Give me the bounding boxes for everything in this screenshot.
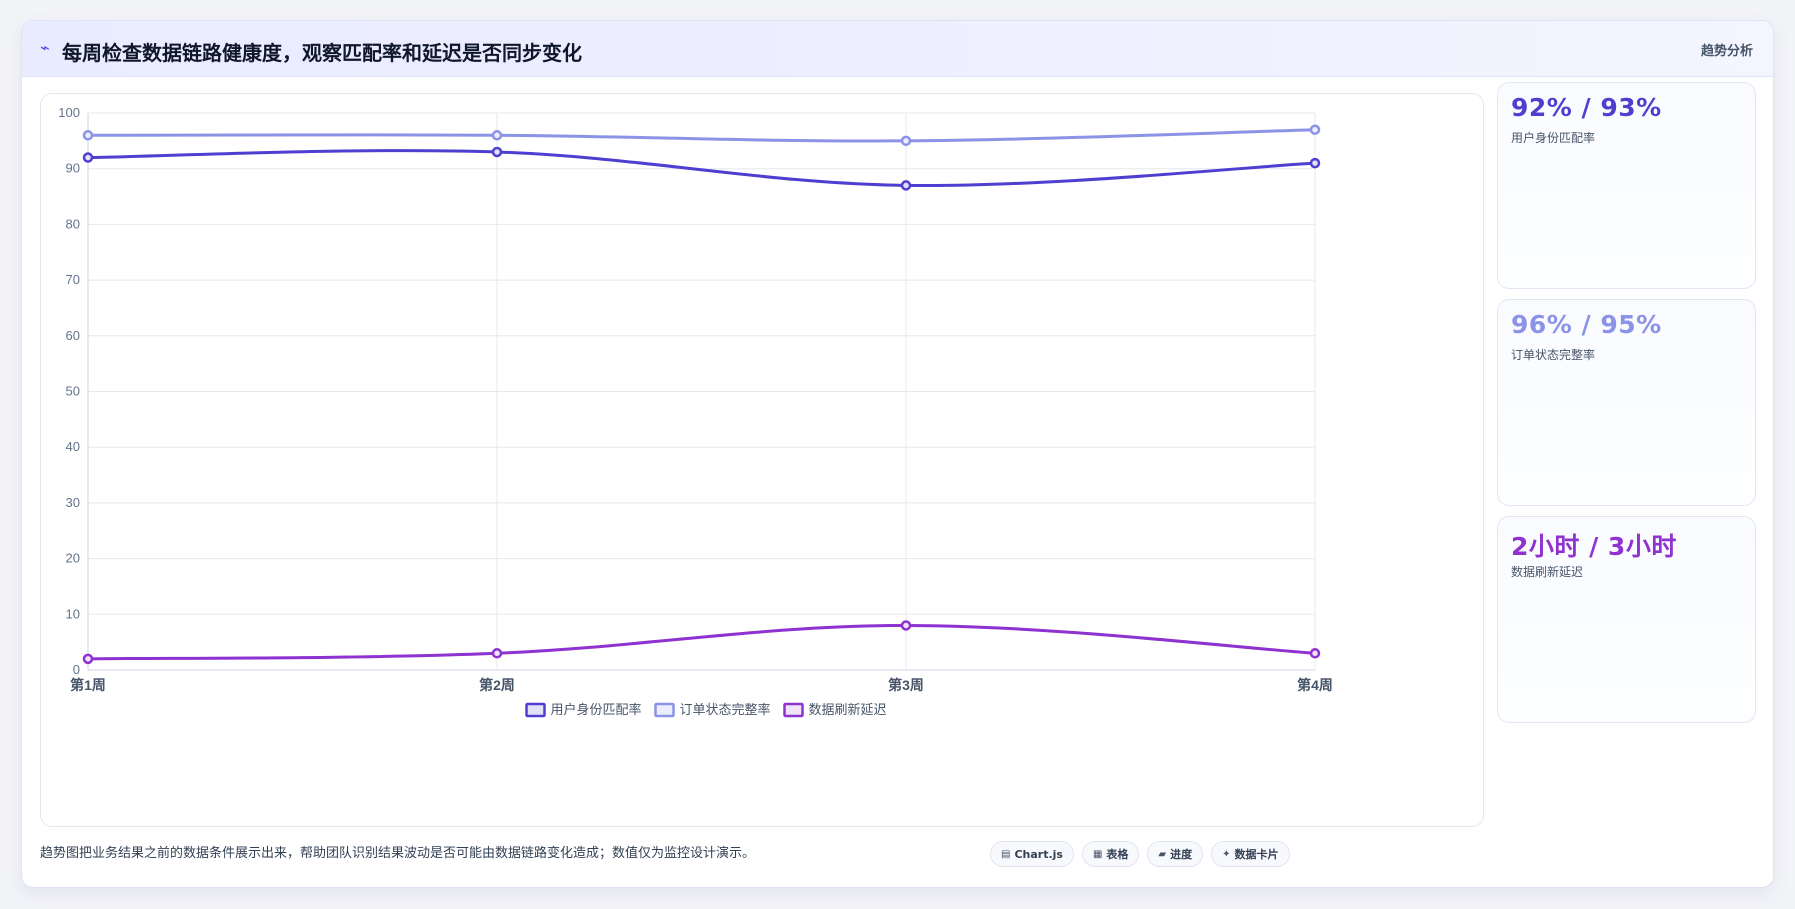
chip-label: 表格 — [1106, 848, 1129, 861]
data-point — [1309, 157, 1321, 169]
data-point — [1309, 648, 1321, 659]
y-tick-label: 60 — [66, 328, 80, 343]
legend-label: 用户身份匹配率 — [551, 702, 642, 717]
data-point — [900, 180, 912, 191]
data-point — [900, 620, 912, 631]
chip-data-card[interactable]: ✦ 数据卡片 — [1211, 841, 1290, 867]
x-tick-label: 第1周 — [70, 677, 106, 693]
stat-value: 2小时 / 3小时 — [1511, 532, 1677, 561]
data-point — [900, 135, 912, 147]
chip-chartjs[interactable]: ▤ Chart.js — [990, 841, 1074, 867]
series-line-1 — [86, 149, 1317, 188]
chip-label: 进度 — [1170, 848, 1193, 861]
stat-label: 订单状态完整率 — [1511, 348, 1596, 362]
y-tick-label: 70 — [66, 272, 80, 287]
chip-label: Chart.js — [1014, 847, 1063, 861]
data-point — [491, 648, 503, 659]
table-icon: ▦ — [1092, 848, 1103, 860]
y-tick-label: 30 — [66, 495, 80, 510]
legend-label: 数据刷新延迟 — [809, 702, 887, 717]
y-tick-label: 40 — [66, 439, 80, 454]
chip-table[interactable]: ▦ 表格 — [1081, 841, 1140, 867]
progress-icon: ▰ — [1158, 848, 1167, 860]
data-point — [82, 653, 94, 665]
legend-swatch — [654, 702, 675, 718]
stat-card-refresh-latency: 2小时 / 3小时 数据刷新延迟 — [1497, 516, 1756, 723]
card-header: ⌁ 每周检查数据链路健康度，观察匹配率和延迟是否同步变化 趋势分析 — [22, 21, 1773, 77]
page-title: 每周检查数据链路健康度，观察匹配率和延迟是否同步变化 — [62, 41, 582, 65]
data-point — [82, 130, 94, 141]
stat-value: 92% / 93% — [1511, 93, 1662, 122]
footer-note: 趋势图把业务结果之前的数据条件展示出来，帮助团队识别结果波动是否可能由数据链路变… — [40, 846, 756, 861]
legend-swatch — [783, 702, 804, 718]
card-icon: ✦ — [1222, 848, 1231, 860]
data-point — [1309, 124, 1321, 135]
stat-label: 数据刷新延迟 — [1511, 565, 1584, 579]
x-tick-label: 第2周 — [479, 677, 515, 693]
series-line-2 — [86, 128, 1317, 143]
y-tick-label: 100 — [58, 105, 80, 120]
legend-swatch — [525, 702, 546, 718]
y-tick-label: 90 — [66, 161, 80, 176]
x-tick-label: 第3周 — [888, 677, 924, 693]
chip-progress[interactable]: ▰ 进度 — [1147, 841, 1204, 867]
y-tick-label: 50 — [66, 384, 80, 399]
tech-chips: ▤ Chart.js ▦ 表格 ▰ 进度 ✦ 数据卡片 — [990, 841, 1290, 867]
analysis-tag: 趋势分析 — [1700, 44, 1753, 59]
dashboard-card: ⌁ 每周检查数据链路健康度，观察匹配率和延迟是否同步变化 趋势分析 0 10 20 3… — [21, 20, 1774, 888]
series-line-3 — [86, 623, 1317, 661]
chip-label: 数据卡片 — [1234, 848, 1279, 861]
y-tick-label: 10 — [66, 606, 80, 621]
data-point — [491, 130, 503, 141]
y-tick-label: 0 — [73, 662, 80, 677]
data-point — [82, 152, 94, 163]
legend-label: 订单状态完整率 — [680, 702, 771, 717]
data-point — [491, 146, 503, 158]
stat-card-identity-match: 92% / 93% 用户身份匹配率 — [1497, 82, 1756, 289]
chart-icon: ▤ — [1001, 848, 1011, 860]
y-tick-label: 20 — [66, 551, 80, 566]
stat-label: 用户身份匹配率 — [1511, 131, 1596, 145]
stat-card-order-completeness: 96% / 95% 订单状态完整率 — [1497, 299, 1756, 506]
x-tick-label: 第4周 — [1297, 677, 1333, 693]
line-chart: 0 10 20 30 40 50 60 70 80 90 100 第1周 第2周 第3周 第4周用户身份匹配… — [58, 105, 1333, 718]
y-tick-label: 80 — [66, 216, 80, 231]
stat-value: 96% / 95% — [1511, 310, 1662, 339]
chart-panel: 0 10 20 30 40 50 60 70 80 90 100 第1周 第2周 第3周 第4周用户身份匹配… — [40, 93, 1484, 827]
trend-line-icon: ⌁ — [40, 38, 50, 57]
